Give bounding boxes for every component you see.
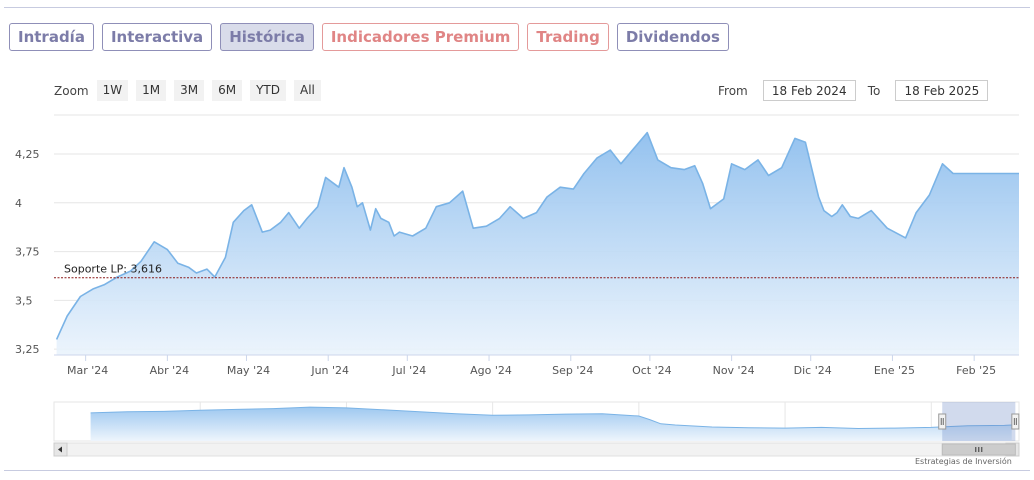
tab-indicadores-premium[interactable]: Indicadores Premium	[321, 23, 520, 51]
x-tick-label: Sep '24	[552, 364, 593, 377]
credit-text: Estrategias de Inversión	[915, 457, 1012, 466]
x-tick-label: Mar '24	[67, 364, 108, 377]
x-tick-label: Abr '24	[150, 364, 190, 377]
y-axis: 3,25 3,5 3,75 4 4,25	[15, 148, 40, 356]
tab-intradia[interactable]: Intradía	[9, 23, 94, 51]
navigator-window	[942, 402, 1016, 441]
x-tick-label: Ago '24	[470, 364, 512, 377]
x-tick-label: May '24	[227, 364, 270, 377]
tab-historica[interactable]: Histórica	[220, 23, 314, 51]
navigator[interactable]: 201420162018202020222024	[53, 401, 1020, 442]
tab-dividendos[interactable]: Dividendos	[616, 23, 729, 51]
x-tick-label: Jun '24	[310, 364, 349, 377]
navigator-handle-right	[1011, 413, 1020, 430]
navigator-area	[90, 407, 1012, 441]
x-tick-label: Jul '24	[391, 364, 426, 377]
y-tick-label: 3,75	[15, 246, 40, 259]
zoom-selector: Zoom 1W 1M 3M 6M YTD All	[54, 80, 329, 101]
support-line-group: Soporte LP: 3,616	[54, 263, 1019, 279]
zoom-1w-button[interactable]: 1W	[96, 80, 129, 101]
to-date-input[interactable]: 18 Feb 2025	[895, 80, 989, 101]
bottom-divider	[4, 470, 1030, 471]
x-tick-label: Dic '24	[794, 364, 832, 377]
to-label: To	[867, 83, 881, 98]
x-tick-label: Nov '24	[713, 364, 755, 377]
y-tick-label: 4	[15, 197, 22, 210]
tab-trading[interactable]: Trading	[527, 23, 609, 51]
from-date-input[interactable]: 18 Feb 2024	[762, 80, 856, 101]
tab-interactiva[interactable]: Interactiva	[101, 23, 213, 51]
scroll-left-icon	[58, 446, 62, 453]
zoom-6m-button[interactable]: 6M	[212, 80, 243, 101]
zoom-3m-button[interactable]: 3M	[174, 80, 205, 101]
x-tick-label: Oct '24	[632, 364, 672, 377]
price-line	[55, 131, 1019, 340]
x-tick-label: Ene '25	[874, 364, 915, 377]
x-axis: Mar '24 Abr '24 May '24 Jun '24 Jul '24 Ago '…	[54, 354, 1019, 377]
chart-tabs: Intradía Interactiva Histórica Indicador…	[9, 23, 729, 51]
navigator-line	[90, 406, 1012, 430]
zoom-label: Zoom	[54, 83, 89, 98]
y-tick-label: 3,5	[15, 294, 33, 307]
y-tick-label: 4,25	[15, 148, 40, 161]
top-divider	[4, 7, 1030, 8]
scrollbar-track	[53, 442, 1020, 457]
date-range: From 18 Feb 2024 To 18 Feb 2025	[718, 80, 989, 101]
price-series	[55, 131, 1020, 355]
zoom-all-button[interactable]: All	[294, 80, 321, 101]
x-tick-label: Feb '25	[956, 364, 996, 377]
zoom-ytd-button[interactable]: YTD	[250, 80, 286, 101]
support-label: Soporte LP: 3,616	[64, 263, 162, 276]
price-area	[56, 132, 1020, 355]
scrollbar[interactable]	[53, 442, 1020, 457]
from-label: From	[718, 83, 748, 98]
zoom-1m-button[interactable]: 1M	[136, 80, 167, 101]
y-tick-label: 3,25	[15, 343, 40, 356]
navigator-handle-left	[938, 413, 947, 430]
